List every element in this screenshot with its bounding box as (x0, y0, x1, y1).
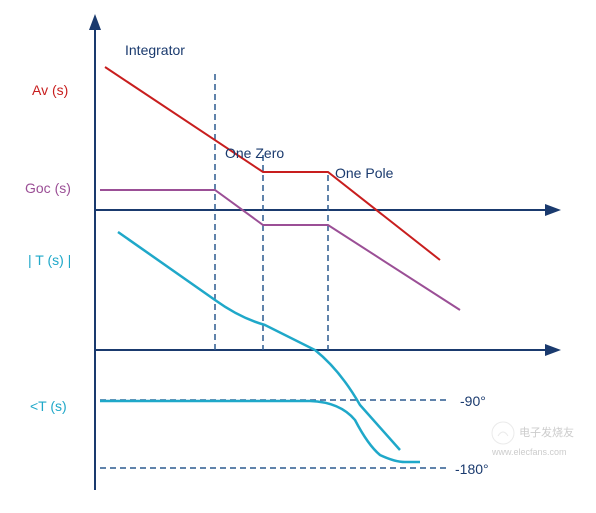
label-integrator: Integrator (125, 42, 185, 58)
label-t-phase: <T (s) (30, 398, 67, 414)
label-t-mag: | T (s) | (28, 252, 71, 268)
bode-plot-diagram: Integrator Av (s) One Zero One Pole Goc … (0, 0, 596, 508)
label-one-zero: One Zero (225, 145, 284, 161)
label-av: Av (s) (32, 82, 68, 98)
label-neg180: -180° (455, 461, 489, 477)
watermark: 电子发烧友 www.elecfans.com (490, 420, 574, 458)
curve-t-phase (100, 401, 420, 462)
label-neg90: -90° (460, 393, 486, 409)
watermark-text-url: www.elecfans.com (492, 447, 567, 457)
curve-av (105, 67, 440, 260)
label-goc: Goc (s) (25, 180, 71, 196)
watermark-icon (490, 420, 516, 446)
curve-goc (100, 190, 460, 310)
curve-t-magnitude (118, 232, 400, 450)
watermark-text-cn: 电子发烧友 (519, 427, 574, 439)
label-one-pole: One Pole (335, 165, 393, 181)
